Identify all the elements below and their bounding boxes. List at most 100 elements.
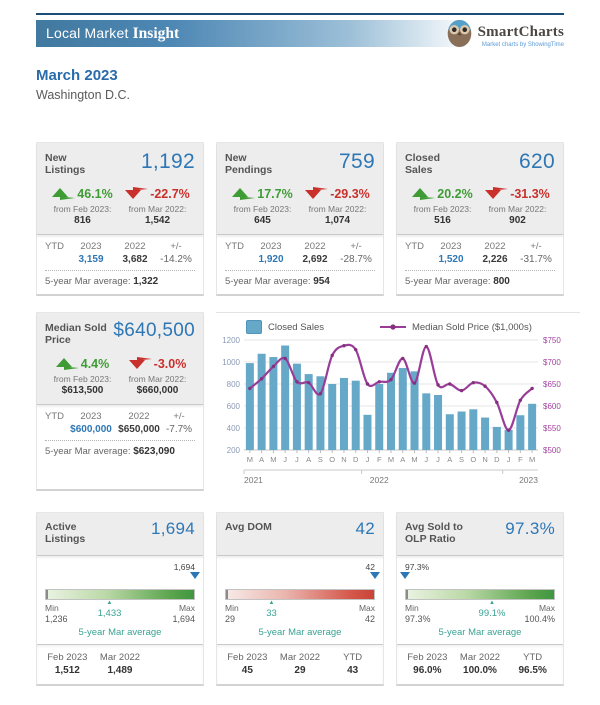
svg-text:S: S bbox=[318, 455, 323, 464]
card-title: Avg DOM bbox=[225, 521, 272, 533]
average-caption: 5-year Mar average bbox=[438, 627, 522, 638]
average-marker: ▲ 33 bbox=[266, 600, 277, 619]
mom-pct: 4.4% bbox=[80, 356, 110, 371]
gauge-card-avg-dom: Avg DOM 42 42 Min 29 ▲ 33 Max 42 5-year Mar… bbox=[216, 512, 384, 686]
gauge: 42 Min 29 ▲ 33 Max 42 5-year Mar average bbox=[225, 562, 380, 640]
report-header: Local Market Insight SmartCharts bbox=[36, 19, 564, 54]
ytd-2022-value: 2,692 bbox=[302, 254, 328, 265]
mom-from-label: from Feb 2023: bbox=[413, 204, 472, 214]
svg-text:$650: $650 bbox=[543, 380, 561, 389]
svg-text:$750: $750 bbox=[543, 336, 561, 345]
svg-text:J: J bbox=[366, 455, 370, 464]
mom-pct: 46.1% bbox=[77, 186, 113, 201]
dotted-divider bbox=[405, 270, 555, 271]
yoy-from-value: 902 bbox=[509, 215, 526, 226]
brand-tagline: Market charts by ShowingTime bbox=[481, 42, 564, 48]
svg-text:400: 400 bbox=[227, 424, 241, 433]
five-year-average: 5-year Mar average: 1,322 bbox=[45, 276, 159, 287]
gauge-footer: Feb 2023 1,512 Mar 2022 1,489 bbox=[37, 644, 203, 684]
average-marker-icon: ▲ bbox=[106, 600, 113, 606]
svg-text:J: J bbox=[424, 455, 428, 464]
svg-text:A: A bbox=[259, 455, 264, 464]
mom-from-value: 645 bbox=[254, 215, 271, 226]
mom-change: 17.7% from Feb 2023: 645 bbox=[225, 186, 300, 226]
svg-text:M: M bbox=[270, 455, 276, 464]
ytd-change-value: -31.7% bbox=[520, 254, 552, 265]
svg-text:D: D bbox=[494, 455, 500, 464]
svg-text:J: J bbox=[283, 455, 287, 464]
report-page: Local Market Insight SmartCharts bbox=[0, 13, 600, 705]
line-series-marker-icon bbox=[379, 324, 406, 330]
yoy-from-label: from Mar 2022: bbox=[128, 374, 187, 384]
svg-text:O: O bbox=[329, 455, 335, 464]
yoy-from-label: from Mar 2022: bbox=[128, 204, 187, 214]
svg-text:$550: $550 bbox=[543, 424, 561, 433]
ytd-2023-value: 3,159 bbox=[78, 254, 104, 265]
card-title: New Pendings bbox=[225, 152, 273, 177]
average-marker-icon: ▲ bbox=[268, 600, 275, 606]
gauge-bar bbox=[225, 589, 375, 600]
pointer-value: 42 bbox=[365, 562, 375, 572]
legend-closed-sales: Closed Sales bbox=[246, 320, 324, 334]
ytd-label: YTD bbox=[45, 241, 64, 252]
period-location: Washington D.C. bbox=[36, 88, 131, 102]
up-arrow-icon bbox=[55, 358, 79, 370]
svg-text:J: J bbox=[436, 455, 440, 464]
mom-from-value: 816 bbox=[74, 215, 91, 226]
pointer-value: 97.3% bbox=[405, 562, 430, 572]
ytd-section: YTD 2023 2022 +/- 3,159 3,682 -14.2% bbox=[37, 235, 203, 270]
title-bar: Local Market Insight bbox=[36, 20, 486, 47]
ytd-section: YTD 2023 2022 +/- $600,000 $650,000 -7.7… bbox=[37, 405, 203, 440]
gauge-bar bbox=[405, 589, 555, 600]
ytd-change-value: -28.7% bbox=[340, 254, 372, 265]
pointer-value: 1,694 bbox=[173, 562, 195, 572]
dotted-divider bbox=[45, 270, 195, 271]
five-year-average: 5-year Mar average: $623,090 bbox=[45, 446, 175, 457]
mom-change: 4.4% from Feb 2023: $613,500 bbox=[45, 356, 120, 397]
gauge-max: Max 1,694 bbox=[172, 603, 195, 624]
yoy-from-value: 1,074 bbox=[324, 215, 351, 226]
svg-text:J: J bbox=[507, 455, 511, 464]
stat-card-closed-sales: Closed Sales 620 20.2% from Feb 2023: 51… bbox=[396, 142, 564, 296]
down-arrow-icon bbox=[125, 187, 149, 199]
yoy-change: -31.3% from Mar 2022: 902 bbox=[480, 186, 555, 226]
gauge-bar bbox=[45, 589, 195, 600]
yoy-from-value: $660,000 bbox=[136, 385, 179, 396]
stat-card-median-sold-price: Median Sold Price $640,500 4.4% from Feb… bbox=[36, 312, 204, 491]
mom-change: 46.1% from Feb 2023: 816 bbox=[45, 186, 120, 226]
mom-from-label: from Feb 2023: bbox=[233, 204, 292, 214]
gauge-card-avg-sold-to-olp-ratio: Avg Sold to OLP Ratio 97.3% 97.3% Min 97.… bbox=[396, 512, 564, 686]
svg-text:800: 800 bbox=[227, 380, 241, 389]
yoy-from-value: 1,542 bbox=[144, 215, 171, 226]
bar-series-swatch-icon bbox=[246, 320, 262, 334]
gauge-min: Min 1,236 bbox=[45, 603, 68, 624]
svg-text:A: A bbox=[306, 455, 311, 464]
stat-card-new-listings: New Listings 1,192 46.1% from Feb 2023: … bbox=[36, 142, 204, 296]
svg-text:O: O bbox=[470, 455, 476, 464]
top-rule bbox=[36, 13, 564, 15]
combo-chart: 200 $500 400 $550 600 $600 800 $650 1000 $700 1200… bbox=[216, 334, 580, 491]
card-value: 1,192 bbox=[140, 150, 195, 173]
down-arrow-icon bbox=[128, 357, 152, 369]
down-arrow-icon bbox=[485, 187, 509, 199]
stat-card-new-pendings: New Pendings 759 17.7% from Feb 2023: 64… bbox=[216, 142, 384, 296]
card-title: Active Listings bbox=[45, 521, 86, 546]
yoy-from-label: from Mar 2022: bbox=[308, 204, 367, 214]
gauge-card-active-listings: Active Listings 1,694 1,694 Min 1,236 ▲ 1,… bbox=[36, 512, 204, 686]
mom-from-label: from Feb 2023: bbox=[53, 204, 112, 214]
yoy-pct: -3.0% bbox=[153, 356, 187, 371]
up-arrow-icon bbox=[52, 188, 76, 200]
ytd-2023-value: 1,920 bbox=[258, 254, 284, 265]
dotted-divider bbox=[45, 440, 195, 441]
svg-text:2021: 2021 bbox=[244, 475, 263, 485]
gauge-footer: Feb 2023 96.0% Mar 2022 100.0% YTD 96.5% bbox=[397, 644, 563, 684]
brand-name: SmartCharts bbox=[477, 24, 564, 40]
card-value: 1,694 bbox=[150, 519, 195, 538]
gauge-min: Min 97.3% bbox=[405, 603, 431, 624]
card-title: Median Sold Price bbox=[45, 322, 107, 347]
yoy-change: -22.7% from Mar 2022: 1,542 bbox=[120, 186, 195, 226]
average-marker-icon: ▲ bbox=[489, 600, 495, 606]
up-arrow-icon bbox=[412, 188, 436, 200]
card-title: New Listings bbox=[45, 152, 86, 177]
mom-from-label: from Feb 2023: bbox=[53, 374, 112, 384]
